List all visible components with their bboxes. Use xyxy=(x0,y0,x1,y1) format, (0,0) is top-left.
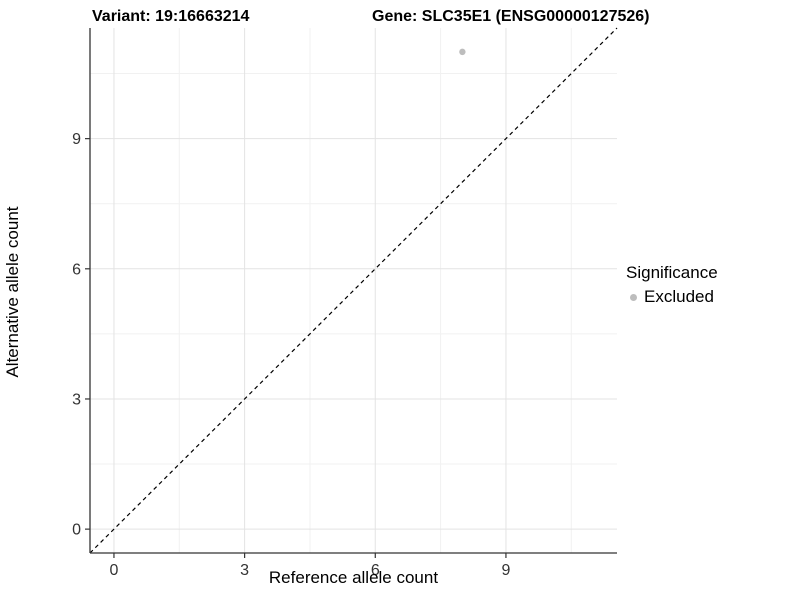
legend: Significance Excluded xyxy=(626,263,718,307)
x-tick-label: 3 xyxy=(240,562,249,579)
y-axis-title: Alternative allele count xyxy=(3,206,22,378)
y-tick-label: 0 xyxy=(72,522,81,539)
x-tick-label: 6 xyxy=(371,562,380,579)
x-tick-label: 9 xyxy=(501,562,510,579)
y-tick-label: 3 xyxy=(72,391,81,408)
data-point xyxy=(459,48,466,56)
legend-point-icon xyxy=(630,293,637,301)
y-tick-label: 9 xyxy=(72,131,81,148)
legend-item-excluded: Excluded xyxy=(626,287,718,307)
plot-title-gene: Gene: SLC35E1 (ENSG00000127526) xyxy=(372,8,650,25)
identity-line xyxy=(89,27,618,554)
legend-item-label: Excluded xyxy=(644,287,714,306)
x-tick-label: 0 xyxy=(110,562,119,579)
legend-title: Significance xyxy=(626,263,718,282)
y-tick-label: 6 xyxy=(72,261,81,278)
plot-title-variant: Variant: 19:16663214 xyxy=(92,8,250,25)
x-axis-title: Reference allele count xyxy=(268,568,439,587)
